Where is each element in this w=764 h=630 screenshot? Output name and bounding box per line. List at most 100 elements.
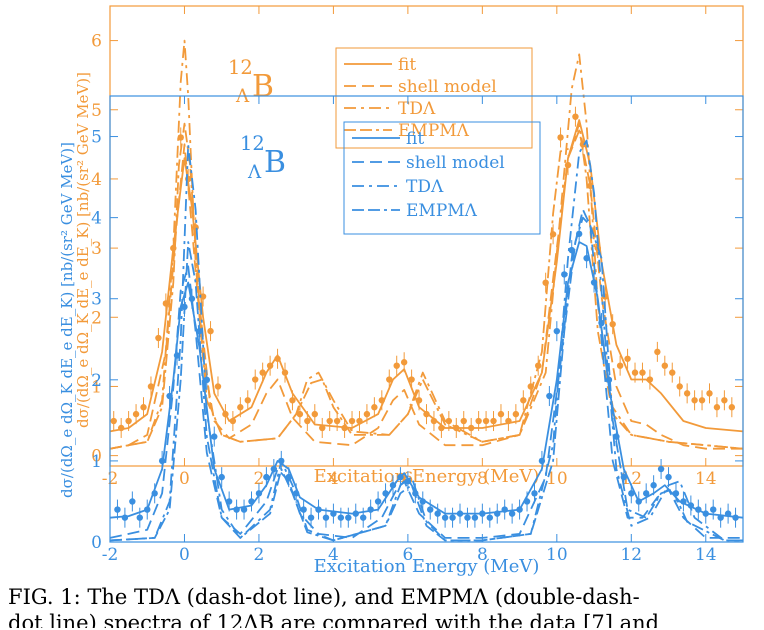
blue-data-point [397,473,404,481]
blue-data-point [270,465,278,473]
orange-panel: -2024681012140123456Excitation Energy (M… [74,5,744,489]
blue-data-point [501,506,508,513]
orange-data-point [602,293,609,300]
orange-data-point [438,424,445,432]
blue-legend-label: shell model [406,153,505,173]
blue-data-point [464,514,471,521]
orange-data-point [572,113,579,120]
orange-data-point [170,244,177,252]
orange-data-point [363,410,371,418]
blue-data-point [218,473,225,481]
blue-data-point [188,295,196,302]
orange-data-point [125,417,132,425]
orange-ytick-label: 3 [91,239,102,259]
orange-data-point [333,417,341,425]
orange-data-point [453,424,460,432]
orange-series-shell-model [109,129,743,450]
blue-data-point [330,510,337,517]
blue-data-point [434,510,441,517]
orange-ytick-label: 1 [91,377,102,397]
blue-legend-box [343,121,541,235]
orange-data-point [490,417,497,425]
blue-data-point [598,319,605,327]
blue-data-point [315,506,322,513]
orange-data-point [721,397,728,404]
blue-ytick-label: 0 [91,533,102,553]
orange-xtick-label: 8 [477,469,488,489]
blue-data-point [225,498,233,505]
orange-data-point [155,334,162,342]
blue-series-shell-model [109,208,743,539]
blue-data-point [196,327,203,335]
blue-data-point [486,514,493,521]
blue-xtick-label: 8 [477,545,488,565]
orange-data-point [631,369,639,376]
blue-data-point [523,498,531,505]
blue-data-point [292,490,300,497]
blue-data-point [263,473,270,481]
blue-x-axis-label: Excitation Energy (MeV) [314,556,540,577]
blue-data-point [181,303,188,311]
blue-data-point [367,506,374,513]
orange-data-point [535,362,542,369]
orange-data-point [706,390,713,397]
orange-x-axis-label: Excitation Energy (MeV) [314,466,540,487]
orange-data-point [639,369,646,376]
orange-data-point [460,417,467,425]
blue-data-point [129,498,136,505]
blue-data-point [255,490,263,497]
blue-data-point [404,477,412,485]
blue-data-point [479,510,486,517]
blue-ytick-label: 1 [91,452,102,472]
blue-data-point [553,327,561,335]
orange-data-point [698,397,706,404]
orange-data-point [475,417,482,425]
blue-data-point [494,510,501,517]
orange-xtick-label: 4 [328,469,339,489]
orange-ytick-label: 5 [91,101,102,121]
orange-legend-label: EMPMΛ [398,121,470,141]
orange-data-point [393,362,400,369]
blue-data-point [516,506,523,513]
blue-data-point [114,506,121,513]
orange-data-point [214,383,222,390]
orange-y-axis-label: dσ/(dΩ_e dΩ_K dE_e dE_K) [nb/(sr² GeV Me… [74,72,92,428]
orange-data-point [319,424,326,432]
orange-data-point [132,410,140,418]
blue-data-point [456,510,464,517]
blue-data-point [121,514,129,521]
blue-data-point [471,514,479,521]
blue-data-point [203,376,211,384]
blue-data-point [590,279,598,286]
orange-data-point [207,327,214,335]
blue-data-point [136,514,143,521]
blue-data-point [710,506,717,513]
blue-legend-label: TDΛ [406,177,444,197]
blue-data-point [657,465,665,473]
orange-data-point [304,417,311,425]
orange-xtick-label: 10 [546,469,568,489]
blue-xtick-label: 6 [402,545,413,565]
blue-data-point [158,457,166,465]
orange-data-point [669,369,676,376]
orange-data-point [222,410,229,418]
orange-data-point [244,397,251,404]
orange-data-point [311,410,318,418]
blue-data-point [650,482,657,489]
blue-data-point [352,510,359,517]
orange-data-point [445,417,453,425]
blue-ytick-label: 2 [91,371,102,391]
blue-legend-label: EMPMΛ [406,201,478,221]
orange-data-point [259,369,266,376]
orange-data-point [252,376,259,383]
orange-data-point [616,362,624,369]
orange-data-point [661,362,669,369]
orange-legend-label: shell model [398,77,497,97]
orange-data-point [423,410,430,418]
blue-data-point [382,490,389,497]
orange-ytick-label: 4 [91,170,102,190]
blue-legend-label: fit [406,129,424,149]
blue-data-point [233,506,240,513]
orange-data-point [356,417,363,425]
